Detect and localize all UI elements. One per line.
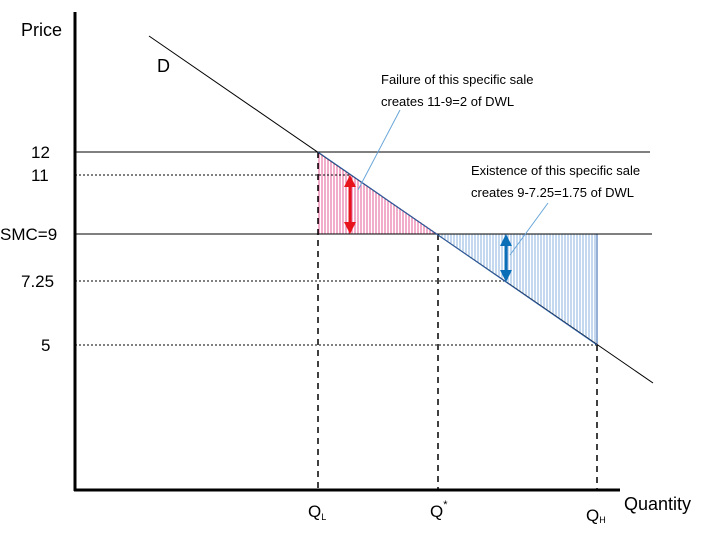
tick-ql: QL [308, 502, 326, 522]
tick-qh-main: Q [586, 506, 599, 525]
callout-pointer-failure [357, 109, 401, 191]
tick-ql-main: Q [308, 502, 321, 521]
tick-qh-sub: H [599, 515, 606, 525]
tick-qstar: Q* [430, 499, 448, 521]
tick-12: 12 [31, 143, 50, 162]
tick-ql-sub: L [321, 512, 326, 522]
callout-pointer-existence [509, 202, 549, 256]
demand-segment-shaded [317, 151, 598, 346]
y-axis-title: Price [21, 20, 62, 40]
x-axis-title: Quantity [624, 494, 691, 514]
tick-7-25: 7.25 [21, 272, 54, 291]
tick-qstar-main: Q [430, 502, 443, 521]
existence-note-line1: Existence of this specific sale [471, 163, 640, 178]
tick-smc-9: SMC=9 [0, 225, 57, 244]
failure-note-line2: creates 11-9=2 of DWL [381, 94, 514, 109]
tick-qh: QH [586, 506, 606, 525]
tick-11: 11 [31, 166, 49, 185]
tick-qstar-sup: * [443, 499, 448, 511]
demand-label: D [157, 56, 170, 76]
existence-note-line2: creates 9-7.25=1.75 of DWL [471, 185, 634, 200]
tick-5: 5 [41, 336, 50, 355]
failure-note-line1: Failure of this specific sale [381, 72, 533, 87]
